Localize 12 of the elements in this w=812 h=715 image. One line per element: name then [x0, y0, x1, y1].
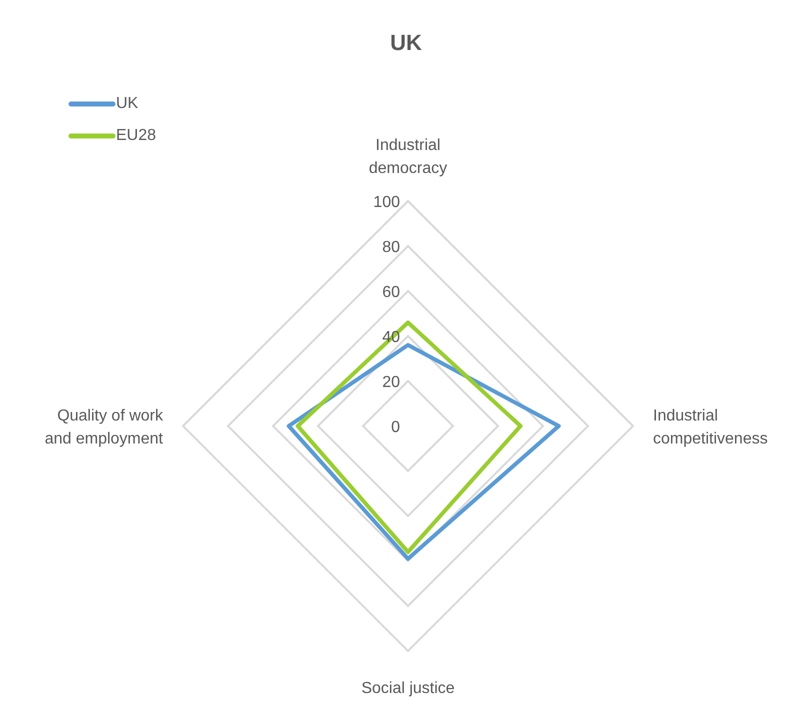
- y-tick-label: 0: [391, 419, 400, 436]
- y-tick-label: 100: [373, 194, 400, 211]
- y-tick-label: 80: [382, 239, 400, 256]
- y-tick-label: 20: [382, 374, 400, 391]
- legend-label: UK: [116, 95, 138, 113]
- spoke-label: Quality of work and employment: [44, 408, 164, 448]
- legend-label: EU28: [116, 127, 156, 145]
- spoke-label: Industrial competitiveness: [653, 408, 768, 448]
- y-tick-label: 60: [382, 284, 400, 301]
- spoke-label: Industrial democracy: [368, 137, 448, 177]
- chart-title: UK: [389, 30, 423, 56]
- spoke-label: Social justice: [361, 680, 455, 697]
